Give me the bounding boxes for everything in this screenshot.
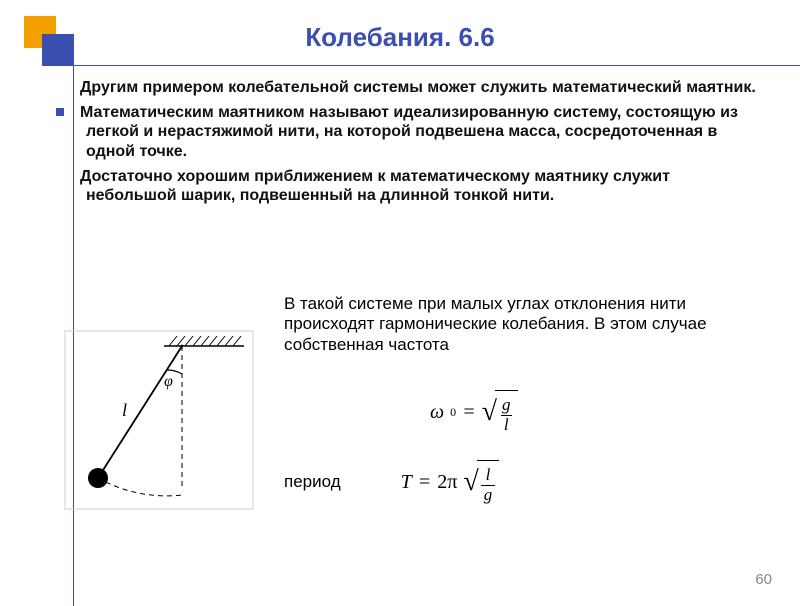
freq-num: g [499,396,514,415]
period-sqrt: √ l g [463,460,499,504]
para-3-text: Достаточно хорошим приближением к матема… [80,168,670,204]
freq-frac: g l [499,396,514,434]
bullet-icon [56,108,64,116]
period-eq: = [418,471,432,494]
period-lhs: T [401,471,412,494]
para-1: Другим примером колебательной системы мо… [56,78,764,97]
pendulum-string [98,346,182,478]
no-bullet [56,173,64,181]
pendulum-bob [88,468,108,488]
formula-period: T = 2π √ l g [401,460,500,504]
para-3: Достаточно хорошим приближением к матема… [56,167,764,205]
period-num: l [483,466,494,485]
label-l: l [122,400,127,420]
content-block: Другим примером колебательной системы мо… [56,78,764,211]
freq-sqrt: √ g l [482,390,518,434]
freq-den: l [501,415,512,435]
no-bullet [56,84,64,92]
freq-lhs-omega: ω [430,401,444,424]
decor-line-h [74,65,800,66]
freq-eq: = [462,401,476,424]
pendulum-diagram: l φ [64,330,254,510]
label-phi: φ [164,373,173,390]
ceiling-hatch [169,336,241,346]
para-2: Математическим маятником называют идеали… [56,103,764,161]
formula-frequency: ω0 = √ g l [430,390,518,434]
para-2-text: Математическим маятником называют идеали… [80,104,738,159]
page-number: 60 [755,571,772,588]
freq-lhs-sub: 0 [450,405,456,420]
period-frac: l g [481,466,496,504]
para-1-text: Другим примером колебательной системы мо… [80,79,756,96]
figure-text: В такой системе при малых углах отклонен… [284,294,760,355]
period-coeff: 2π [437,471,457,494]
period-den: g [481,485,496,505]
formula-period-row: период T = 2π √ l g [284,460,760,504]
slide-title: Колебания. 6.6 [0,22,800,53]
arc-dashed [98,478,182,496]
period-label: период [284,472,341,492]
